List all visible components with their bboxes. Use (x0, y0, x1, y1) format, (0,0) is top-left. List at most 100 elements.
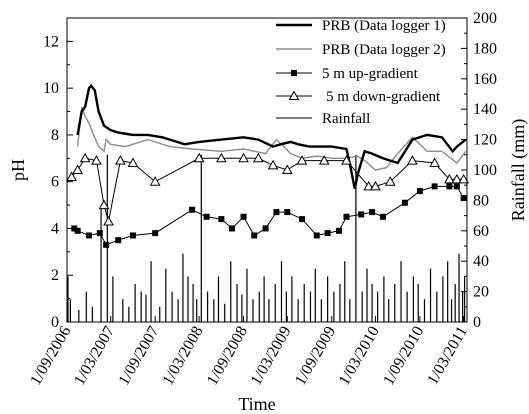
marker-square (74, 227, 81, 234)
y2-tick-label-2: 40 (473, 253, 489, 270)
marker-triangle (103, 215, 114, 226)
marker-triangle (407, 155, 418, 165)
y-tick-label-5: 10 (43, 80, 59, 97)
y2-tick-label-8: 160 (473, 71, 497, 88)
legend-label-rainfall: Rainfall (322, 111, 370, 127)
y2-tick-label-7: 140 (473, 101, 497, 118)
y-tick-label-4: 8 (51, 127, 59, 144)
x-tick-label-7: 1/03/2010 (336, 324, 383, 389)
legend-label-logger1: PRB (Data logger 1) (322, 18, 446, 34)
marker-square (189, 206, 196, 213)
legend-label-logger2: PRB (Data logger 2) (322, 42, 446, 58)
marker-square (453, 183, 460, 190)
y2-tick-label-3: 60 (473, 223, 489, 240)
marker-square (85, 232, 92, 239)
marker-square (228, 225, 235, 232)
marker-triangle (370, 180, 381, 191)
marker-triangle (215, 152, 227, 163)
marker-triangle (363, 180, 375, 191)
marker-square (129, 232, 136, 239)
x-tick-label-0: 1/09/2006 (27, 324, 74, 389)
plot-frame (66, 17, 468, 323)
x-tick-label-3: 1/03/2008 (159, 324, 206, 389)
marker-square (96, 230, 103, 237)
marker-square (152, 230, 159, 237)
y2-tick-label-4: 80 (473, 192, 489, 209)
marker-square (335, 227, 342, 234)
marker-triangle (66, 171, 77, 182)
series-line-logger2 (76, 106, 467, 171)
y-tick-label-6: 12 (43, 33, 59, 50)
rainfall-bars (67, 154, 466, 322)
marker-square (358, 211, 365, 218)
marker-triangle (115, 155, 126, 165)
y-tick-label-1: 2 (51, 267, 59, 284)
marker-triangle (149, 176, 161, 186)
marker-triangle (458, 173, 469, 184)
y-tick-label-2: 4 (51, 220, 59, 237)
marker-triangle (318, 155, 330, 165)
legend-label-down-gradient: 5 m down-gradient (326, 89, 441, 105)
marker-square (115, 237, 122, 244)
marker-square (284, 209, 291, 216)
marker-square (313, 232, 320, 239)
marker-triangle (79, 152, 91, 163)
marker-triangle (72, 164, 83, 174)
marker-triangle (451, 173, 463, 184)
x-tick-label-5: 1/03/2009 (248, 324, 295, 389)
marker-triangle (296, 155, 308, 165)
marker-square (446, 183, 453, 190)
marker-square (416, 188, 423, 195)
y-tick-label-3: 6 (51, 174, 59, 191)
marker-triangle (429, 157, 440, 167)
y2-tick-label-5: 100 (473, 162, 497, 179)
marker-triangle (91, 155, 102, 165)
marker-triangle (444, 173, 455, 184)
marker-square (431, 183, 438, 190)
x-tick-label-2: 1/09/2007 (115, 324, 162, 389)
marker-triangle (98, 199, 110, 210)
marker-triangle (127, 157, 139, 167)
marker-triangle (193, 152, 205, 163)
x-axis-title: Time (238, 394, 275, 414)
x-tick-label-8: 1/09/2010 (380, 324, 427, 389)
legend-swatch-down-gradient-marker (288, 90, 300, 100)
series-markers (66, 152, 469, 248)
marker-square (103, 241, 110, 248)
x-tick-label-1: 1/03/2007 (71, 324, 118, 389)
y-tick-label-0: 0 (51, 314, 59, 331)
marker-triangle (267, 159, 279, 170)
legend-swatch-up-gradient-marker (291, 70, 297, 76)
y2-tick-label-9: 180 (473, 40, 497, 57)
marker-square (369, 209, 376, 216)
y2-tick-label-6: 120 (473, 132, 497, 149)
y-axis-title: pH (8, 159, 28, 181)
legend-label-up-gradient: 5 m up-gradient (322, 66, 419, 82)
marker-square (299, 216, 306, 223)
marker-square (262, 225, 269, 232)
marker-triangle (281, 164, 293, 174)
marker-triangle (341, 155, 352, 165)
y2-tick-label-0: 0 (473, 314, 481, 331)
x-tick-label-9: 1/03/2011 (424, 324, 471, 388)
axes: 0246810120204060801001201401601802001/09… (27, 10, 497, 388)
marker-square (401, 199, 408, 206)
marker-square (273, 209, 280, 216)
legend: PRB (Data logger 1) PRB (Data logger 2) … (276, 18, 446, 127)
marker-square (71, 225, 78, 232)
marker-square (379, 213, 386, 220)
marker-square (251, 232, 258, 239)
x-tick-label-6: 1/09/2009 (292, 324, 339, 389)
marker-square (218, 216, 225, 223)
x-tick-label-4: 1/09/2008 (204, 324, 251, 389)
marker-square (203, 213, 210, 220)
y2-tick-label-10: 200 (473, 10, 497, 27)
marker-square (324, 230, 331, 237)
y2-tick-label-1: 20 (473, 284, 489, 301)
marker-triangle (238, 152, 249, 163)
marker-triangle (252, 152, 264, 163)
y2-axis-title: Rainfall (mm) (508, 119, 529, 221)
marker-triangle (384, 176, 396, 186)
